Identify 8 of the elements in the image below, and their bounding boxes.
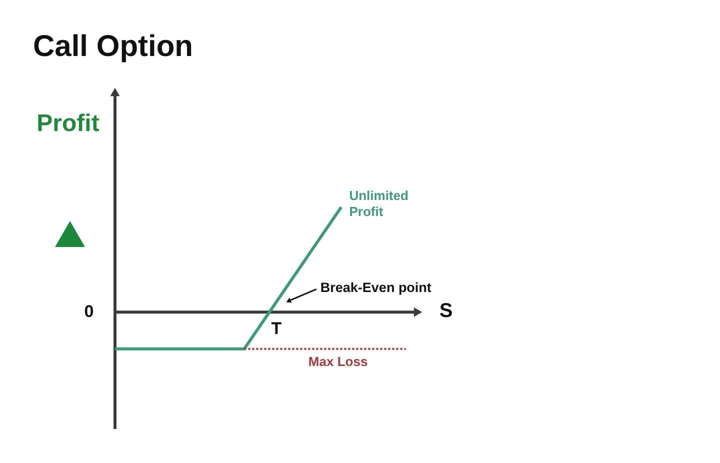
text: 0 xyxy=(84,302,94,322)
annotation: Unlimited Profit xyxy=(349,188,408,220)
series-label: Max Loss xyxy=(308,354,368,369)
annotation: Break-Even point xyxy=(320,280,432,296)
x-axis-title: S xyxy=(439,300,453,322)
chart-title: Call Option xyxy=(33,30,193,63)
annotation: T xyxy=(271,319,282,338)
y-axis-title: Profit xyxy=(36,110,100,137)
